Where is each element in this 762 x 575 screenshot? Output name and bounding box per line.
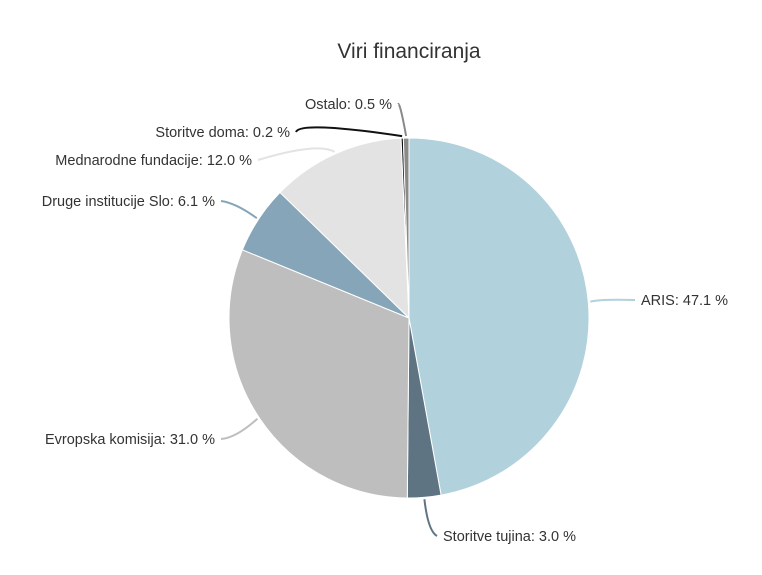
slice-labels: ARIS: 47.1 % Storitve tujina: 3.0 % Evrops…: [42, 97, 728, 545]
slice-label: Ostalo: 0.5 %: [305, 97, 392, 113]
pie-slice-ostalo: [402, 137, 410, 319]
slice-label: Druge institucije Slo: 6.1 %: [42, 194, 215, 210]
chart-title: Viri financiranja: [337, 40, 481, 63]
pie-slice-evropska-komisija: [228, 249, 410, 499]
pie-slice-aris: [408, 137, 590, 496]
slice-label: Mednarodne fundacije: 12.0 %: [55, 153, 252, 169]
leader-line: [220, 200, 258, 220]
slice-label: Storitve tujina: 3.0 %: [443, 529, 576, 545]
pie-slice-mednarodne-fundacije: [279, 137, 410, 320]
leader-line: [257, 147, 336, 161]
pie-slices: [228, 137, 590, 499]
slice-label: Storitve doma: 0.2 %: [155, 125, 290, 141]
slice-label: Evropska komisija: 31.0 %: [45, 432, 215, 448]
leader-line: [397, 102, 408, 137]
leader-line: [295, 126, 403, 138]
leader-line: [220, 417, 259, 440]
leader-line: [423, 499, 438, 537]
leader-lines: [220, 102, 636, 537]
leader-line: [590, 298, 636, 303]
slice-label: ARIS: 47.1 %: [641, 293, 728, 309]
